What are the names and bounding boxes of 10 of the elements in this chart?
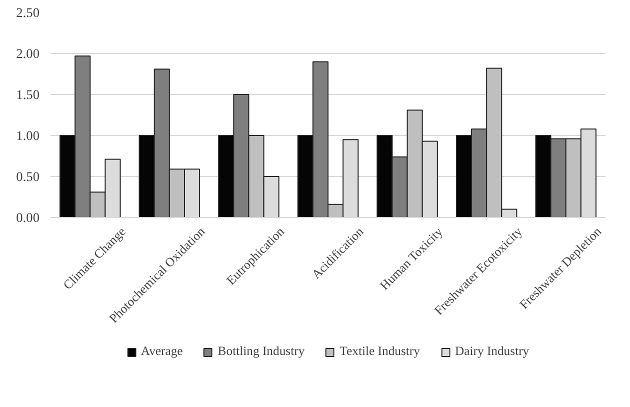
legend-label: Textile Industry — [340, 344, 420, 359]
y-tick-label: 2.50 — [16, 5, 40, 20]
y-tick-label: 1.50 — [16, 87, 40, 102]
y-tick-label: 1.00 — [16, 128, 40, 143]
y-tick-label: 0.00 — [16, 210, 40, 225]
y-tick-label: 0.50 — [16, 169, 40, 184]
legend-label: Bottling Industry — [218, 344, 305, 359]
y-tick-label: 2.00 — [16, 46, 40, 61]
legend-label: Dairy Industry — [454, 344, 530, 359]
legend-label: Average — [140, 344, 183, 359]
